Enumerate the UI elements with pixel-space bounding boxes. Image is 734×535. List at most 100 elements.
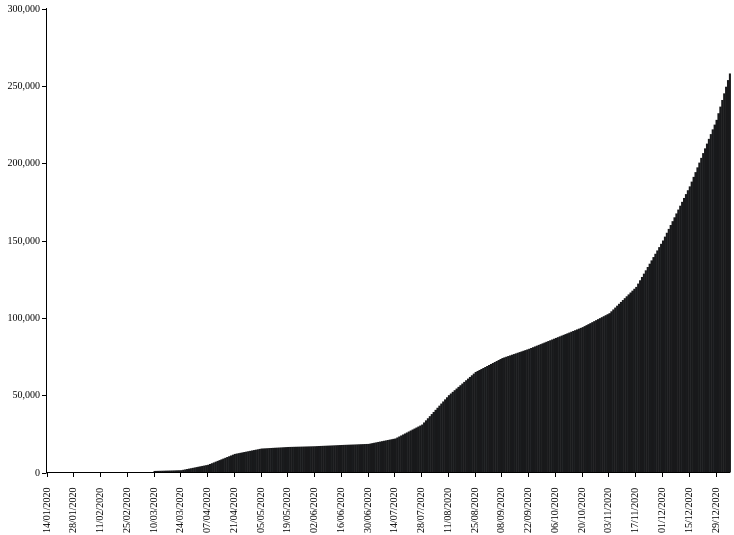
bar [654,253,657,473]
bar [228,456,231,473]
bar [585,325,588,473]
x-tick-label: 14/07/2020 [388,487,400,533]
bar [467,378,470,473]
bar [388,439,391,473]
bar [239,452,242,473]
bar [245,451,248,473]
bar [251,450,254,473]
bar [216,460,219,473]
bar [258,448,261,473]
bar [411,429,414,473]
bar [424,420,428,473]
bar [363,444,366,473]
bar [203,465,206,473]
bar-series [153,73,731,473]
bar [705,143,708,473]
bar [530,347,533,473]
bar [702,153,705,473]
bar [354,444,357,473]
bar [556,337,559,473]
bar [207,464,210,473]
bar [562,334,565,473]
bar [623,298,626,473]
bar [606,314,609,473]
bar [574,330,577,473]
bar [262,448,265,473]
bar [612,309,615,473]
bar [233,453,236,473]
bar [390,439,393,473]
bar [254,449,257,473]
bar [308,446,311,473]
bar [583,326,586,473]
bar [386,440,389,473]
bar [174,470,177,473]
bar [673,217,676,473]
bar [382,440,385,473]
y-tick-label: 150,000 [7,235,41,247]
bar [222,458,225,473]
bar [337,445,340,473]
bar [650,260,653,473]
bar [566,333,569,473]
bar [558,336,561,473]
bar [610,311,613,473]
bar [484,367,487,473]
bar [704,148,707,473]
bar [665,232,668,473]
bar [512,354,515,473]
bar [470,375,473,473]
bar [413,428,416,473]
bar [379,441,382,473]
bar [604,315,607,473]
bar [447,395,450,473]
bar [403,433,406,473]
bar [237,453,240,473]
bar [287,446,290,473]
bar [373,442,376,473]
bar [321,445,324,473]
bar [549,340,552,473]
bar [497,360,500,473]
bar [180,470,183,473]
bar [717,113,720,473]
bar [726,80,730,473]
bar [398,436,401,473]
bar [625,296,628,473]
bar [554,337,557,473]
bar [252,450,255,473]
bar [656,250,659,473]
x-tick-label: 21/04/2020 [228,487,240,533]
bar [465,380,468,473]
x-tick-label: 08/09/2020 [495,487,507,533]
bar [168,470,171,473]
bar [294,446,298,473]
bar [212,462,215,473]
bar [679,205,682,473]
bar [596,319,600,473]
bar [528,348,531,473]
y-tick-label: 100,000 [7,312,41,324]
bar [642,273,645,473]
bar [266,448,269,473]
bar [356,444,359,473]
bar [220,459,223,473]
bar [711,129,714,473]
bar [533,346,536,473]
bar [493,362,496,473]
bar [595,320,598,473]
bar [381,441,384,473]
x-tick-label: 07/04/2020 [201,487,213,533]
bar [432,411,435,473]
bar [637,283,640,473]
bar [491,363,494,473]
x-tick-label: 15/12/2020 [683,487,695,533]
bar [306,446,309,473]
bar [426,418,429,473]
bar [577,328,580,473]
bar [486,366,489,473]
bar [423,422,426,473]
bar [247,451,250,473]
bar [667,228,670,473]
bar [579,327,582,473]
